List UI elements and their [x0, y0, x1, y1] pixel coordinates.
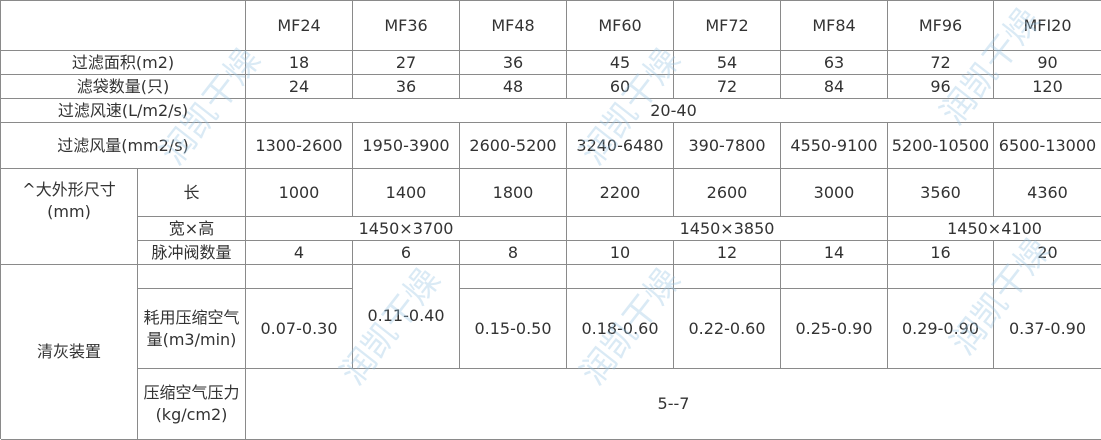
- row-label: 过滤面积(m2): [1, 51, 246, 75]
- column-header: MF60: [567, 1, 674, 51]
- valves-value: 16: [888, 241, 994, 265]
- valves-value: 14: [781, 241, 888, 265]
- length-value: 4360: [994, 169, 1101, 217]
- valves-value: 6: [353, 241, 460, 265]
- blank-cell: [567, 265, 674, 289]
- valves-value: 4: [246, 241, 353, 265]
- area-value: 27: [353, 51, 460, 75]
- corner-cell: [1, 1, 246, 51]
- row-label: ^大外形尺寸(mm): [1, 169, 138, 265]
- pressure-value: 5--7: [246, 369, 1101, 440]
- column-header: MF24: [246, 1, 353, 51]
- blank-cell: [674, 265, 781, 289]
- volume-value: 6500-13000: [994, 123, 1101, 169]
- sub-label: 长: [138, 169, 246, 217]
- valves-value: 20: [994, 241, 1101, 265]
- blank-cell: [781, 265, 888, 289]
- area-value: 18: [246, 51, 353, 75]
- air-value: 0.11-0.40: [353, 265, 460, 369]
- valves-value: 8: [460, 241, 567, 265]
- column-header: MF96: [888, 1, 994, 51]
- air-value: 0.25-0.90: [781, 289, 888, 369]
- column-header: MFI20: [994, 1, 1101, 51]
- length-value: 2200: [567, 169, 674, 217]
- row-label: 过滤风速(L/m2/s): [1, 99, 246, 123]
- valves-value: 12: [674, 241, 781, 265]
- air-value: 0.15-0.50: [460, 289, 567, 369]
- blank-cell: [246, 265, 353, 289]
- wh-value: 1450×4100: [888, 217, 1101, 241]
- length-value: 3000: [781, 169, 888, 217]
- length-value: 2600: [674, 169, 781, 217]
- area-value: 63: [781, 51, 888, 75]
- length-value: 1000: [246, 169, 353, 217]
- bags-value: 36: [353, 75, 460, 99]
- valves-value: 10: [567, 241, 674, 265]
- column-header: MF48: [460, 1, 567, 51]
- air-value: 0.29-0.90: [888, 289, 994, 369]
- bags-value: 96: [888, 75, 994, 99]
- volume-value: 1950-3900: [353, 123, 460, 169]
- sub-label: 脉冲阀数量: [138, 241, 246, 265]
- length-value: 1800: [460, 169, 567, 217]
- volume-value: 1300-2600: [246, 123, 353, 169]
- column-header: MF72: [674, 1, 781, 51]
- area-value: 54: [674, 51, 781, 75]
- volume-value: 3240-6480: [567, 123, 674, 169]
- sub-label: 宽×高: [138, 217, 246, 241]
- bags-value: 60: [567, 75, 674, 99]
- bags-value: 72: [674, 75, 781, 99]
- bags-value: 24: [246, 75, 353, 99]
- volume-value: 4550-9100: [781, 123, 888, 169]
- air-value: 0.37-0.90: [994, 289, 1101, 369]
- column-header: MF36: [353, 1, 460, 51]
- bags-value: 48: [460, 75, 567, 99]
- volume-value: 390-7800: [674, 123, 781, 169]
- row-label: 清灰装置: [1, 265, 138, 440]
- air-value: 0.22-0.60: [674, 289, 781, 369]
- length-value: 3560: [888, 169, 994, 217]
- length-value: 1400: [353, 169, 460, 217]
- area-value: 90: [994, 51, 1101, 75]
- speed-value: 20-40: [246, 99, 1101, 123]
- bags-value: 120: [994, 75, 1101, 99]
- air-value: 0.07-0.30: [246, 289, 353, 369]
- blank-cell: [460, 265, 567, 289]
- row-label: 过滤风量(mm2/s): [1, 123, 246, 169]
- area-value: 36: [460, 51, 567, 75]
- blank-cell: [888, 265, 994, 289]
- column-header: MF84: [781, 1, 888, 51]
- sub-label: 耗用压缩空气量(m3/min): [138, 289, 246, 369]
- sub-label: 压缩空气压力(kg/cm2): [138, 369, 246, 440]
- air-value: 0.18-0.60: [567, 289, 674, 369]
- area-value: 72: [888, 51, 994, 75]
- blank-cell: [994, 265, 1101, 289]
- wh-value: 1450×3850: [567, 217, 888, 241]
- blank-cell: [138, 265, 246, 289]
- bags-value: 84: [781, 75, 888, 99]
- volume-value: 2600-5200: [460, 123, 567, 169]
- wh-value: 1450×3700: [246, 217, 567, 241]
- area-value: 45: [567, 51, 674, 75]
- row-label: 滤袋数量(只): [1, 75, 246, 99]
- volume-value: 5200-10500: [888, 123, 994, 169]
